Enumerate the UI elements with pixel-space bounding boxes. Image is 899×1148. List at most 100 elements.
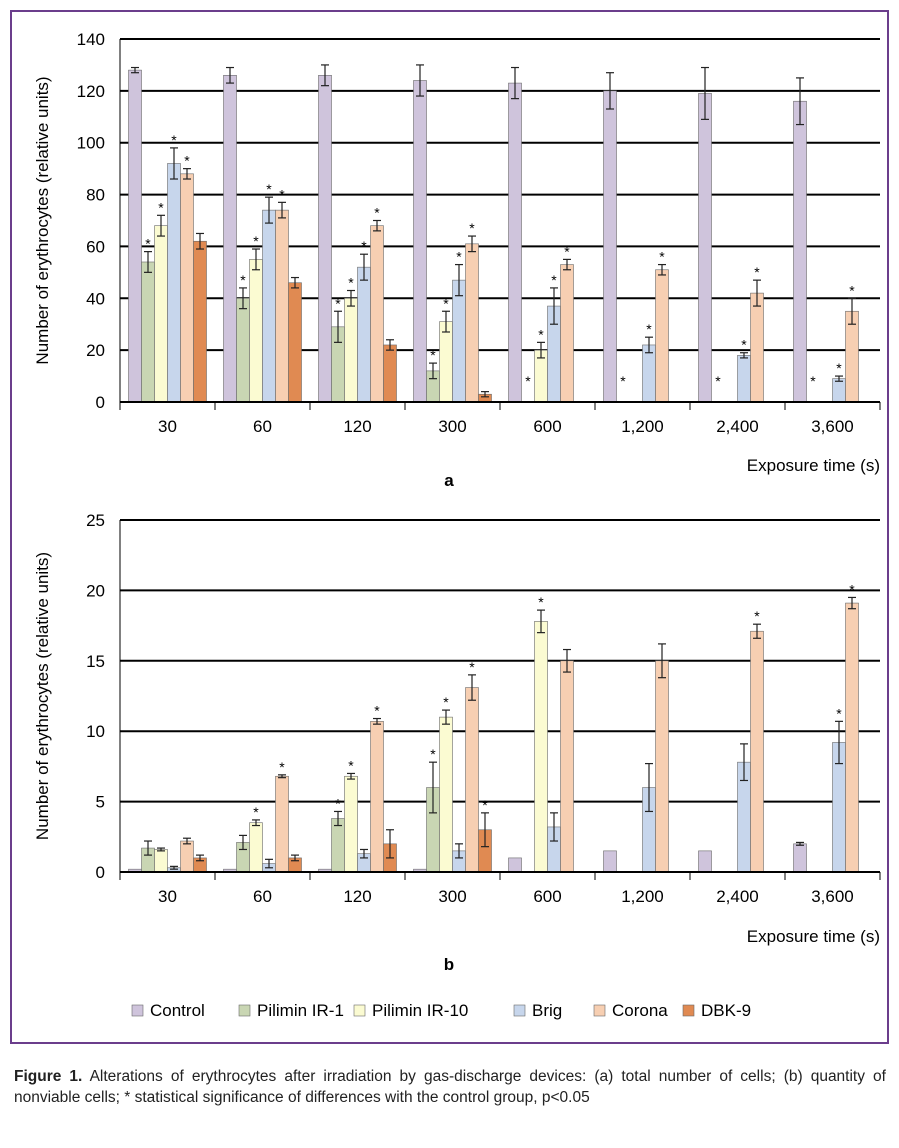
significance-star: * <box>158 199 164 215</box>
bar-corona <box>560 264 574 403</box>
x-tick-label: 600 <box>533 887 561 906</box>
significance-star: * <box>348 275 354 291</box>
significance-star: * <box>374 205 380 221</box>
significance-star: * <box>240 272 246 288</box>
bar-corona <box>465 687 479 873</box>
bar-control <box>603 90 617 403</box>
chart-a: 0 20 40 60 80 100 120 140 * * * * * * * * * * * * * * * * * * * * * *… <box>33 30 881 490</box>
legend-label: Control <box>150 1001 205 1020</box>
significance-star: * <box>620 373 626 389</box>
bar-pilimin-ir-1 <box>236 297 250 403</box>
y-tick-label: 100 <box>77 134 105 153</box>
bar-pilimin-ir-10 <box>249 259 263 403</box>
legend-label: Brig <box>532 1001 562 1020</box>
bar-control <box>223 74 237 403</box>
significance-star: * <box>469 659 475 675</box>
significance-star: * <box>646 321 652 337</box>
x-tick-label: 2,400 <box>716 887 759 906</box>
y-tick-label: 25 <box>86 511 105 530</box>
significance-star: * <box>361 238 367 254</box>
significance-star: * <box>659 249 665 265</box>
x-tick-label: 30 <box>158 417 177 436</box>
panel-label: b <box>444 955 454 974</box>
significance-star: * <box>469 220 475 236</box>
bar-control <box>508 82 522 403</box>
x-tick-label: 3,600 <box>811 417 854 436</box>
bar-brig <box>832 378 846 403</box>
bar-corona <box>465 243 479 403</box>
significance-star: * <box>836 360 842 376</box>
bar-dbk-9 <box>193 240 207 403</box>
bar-pilimin-ir-10 <box>344 297 358 403</box>
legend-label: DBK-9 <box>701 1001 751 1020</box>
bar-corona <box>275 775 289 873</box>
y-tick-label: 0 <box>96 863 105 882</box>
significance-star: * <box>456 249 462 265</box>
significance-star: * <box>443 295 449 311</box>
bar-pilimin-ir-1 <box>141 261 155 403</box>
y-tick-label: 60 <box>86 237 105 256</box>
bar-control <box>508 857 522 873</box>
significance-star: * <box>849 581 855 597</box>
significance-star: * <box>715 373 721 389</box>
bar-pilimin-ir-10 <box>534 621 548 873</box>
bar-corona <box>655 660 669 873</box>
y-tick-label: 40 <box>86 289 105 308</box>
bar-corona <box>750 630 764 873</box>
bar-corona <box>180 173 194 403</box>
bar-control <box>128 69 142 403</box>
bar-corona <box>655 269 669 403</box>
bar-corona <box>750 292 764 403</box>
significance-star: * <box>525 373 531 389</box>
bar-dbk-9 <box>383 344 397 403</box>
bar-control <box>413 80 427 403</box>
x-tick-label: 300 <box>438 887 466 906</box>
x-tick-label: 120 <box>343 887 371 906</box>
bar-corona <box>845 602 859 873</box>
bar-control <box>603 850 617 873</box>
legend-label: Corona <box>612 1001 668 1020</box>
y-tick-label: 80 <box>86 186 105 205</box>
significance-star: * <box>538 326 544 342</box>
x-tick-label: 2,400 <box>716 417 759 436</box>
bar-pilimin-ir-10 <box>439 321 453 403</box>
bar-pilimin-ir-1 <box>331 818 345 873</box>
y-tick-label: 20 <box>86 581 105 600</box>
x-tick-label: 60 <box>253 887 272 906</box>
legend-swatch-dbk-9 <box>682 1004 695 1017</box>
bar-pilimin-ir-10 <box>154 849 168 873</box>
significance-star: * <box>754 264 760 280</box>
chart-b: 0 5 10 15 20 25 * * * * * * * * * * * * * 30 60 120 300 600 1,20… <box>33 511 881 974</box>
legend-label: Pilimin IR-1 <box>257 1001 344 1020</box>
bar-corona <box>560 660 574 873</box>
significance-star: * <box>374 703 380 719</box>
x-tick-label: 3,600 <box>811 887 854 906</box>
y-tick-label: 120 <box>77 82 105 101</box>
y-tick-label: 15 <box>86 652 105 671</box>
y-tick-label: 5 <box>96 793 105 812</box>
significance-star: * <box>849 282 855 298</box>
legend-swatch-pilimin-ir-10 <box>353 1004 366 1017</box>
significance-star: * <box>253 804 259 820</box>
significance-star: * <box>279 186 285 202</box>
legend-swatch-brig <box>513 1004 526 1017</box>
significance-star: * <box>538 594 544 610</box>
bar-control <box>698 850 712 873</box>
x-tick-label: 60 <box>253 417 272 436</box>
significance-star: * <box>754 608 760 624</box>
bar-brig <box>167 163 181 403</box>
bar-pilimin-ir-10 <box>154 225 168 403</box>
significance-star: * <box>266 181 272 197</box>
significance-star: * <box>836 705 842 721</box>
bar-corona <box>180 840 194 873</box>
bar-brig <box>737 355 751 403</box>
significance-star: * <box>443 694 449 710</box>
y-tick-label: 20 <box>86 341 105 360</box>
significance-star: * <box>348 757 354 773</box>
legend-swatch-control <box>131 1004 144 1017</box>
x-axis-label: Exposure time (s) <box>747 927 880 946</box>
bar-pilimin-ir-10 <box>249 822 263 873</box>
x-tick-label: 1,200 <box>621 417 664 436</box>
x-tick-label: 1,200 <box>621 887 664 906</box>
bar-brig <box>642 344 656 403</box>
